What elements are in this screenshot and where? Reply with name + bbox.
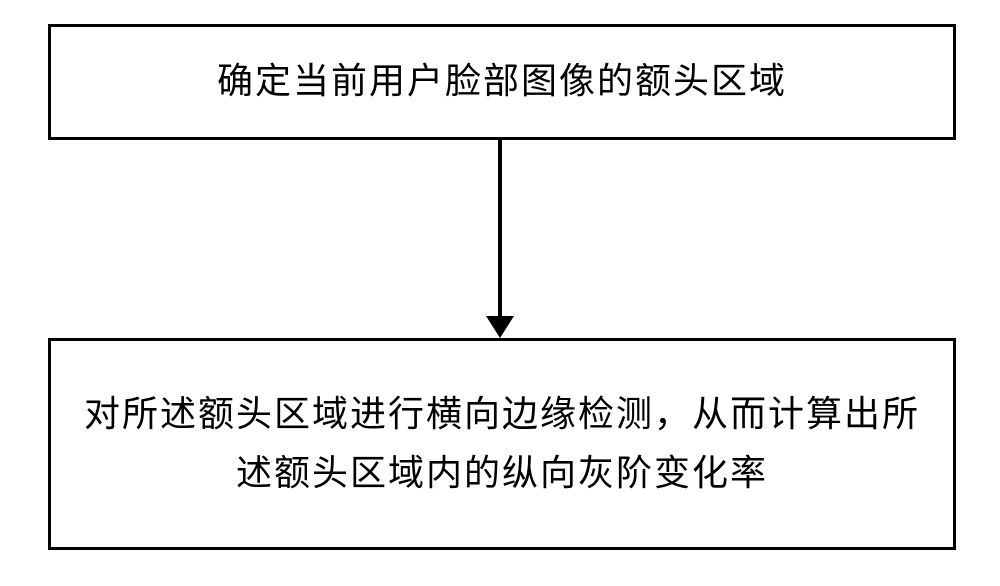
edge-1-arrowhead — [486, 316, 514, 338]
flow-box-1: 确定当前用户脸部图像的额头区域 — [48, 24, 956, 140]
flow-box-2-text: 对所述额头区域进行横向边缘检测，从而计算出所述额头区域内的纵向灰阶变化率 — [81, 385, 923, 504]
flow-box-2: 对所述额头区域进行横向边缘检测，从而计算出所述额头区域内的纵向灰阶变化率 — [48, 338, 956, 550]
flow-box-1-text: 确定当前用户脸部图像的额头区域 — [217, 52, 787, 111]
edge-1-line — [498, 140, 502, 316]
